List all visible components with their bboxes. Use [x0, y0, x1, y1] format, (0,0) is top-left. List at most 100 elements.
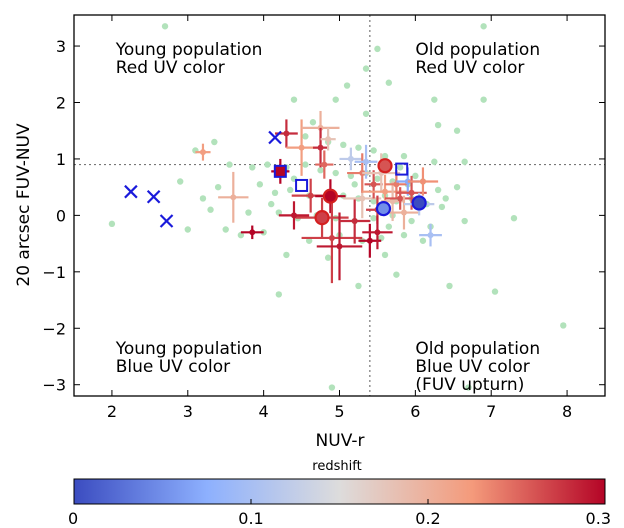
- plot-area: [74, 15, 605, 396]
- errorbar-center: [419, 178, 426, 185]
- errorbar-center: [400, 209, 407, 216]
- square-marker: [295, 178, 309, 192]
- errorbar-point: [240, 225, 264, 240]
- background-point: [374, 45, 381, 53]
- errorbar-point: [364, 170, 383, 199]
- errorbar-center: [230, 194, 237, 201]
- background-point: [108, 220, 116, 228]
- background-point: [332, 96, 339, 103]
- background-point: [355, 144, 362, 151]
- errorbar-point: [320, 127, 336, 151]
- quadrant-label: Young population Red UV color: [115, 40, 263, 78]
- errorbar-point: [339, 147, 363, 171]
- quadrant-label-line: Young population: [115, 339, 263, 359]
- colorbar: [73, 478, 606, 505]
- errorbar-point: [419, 223, 442, 247]
- quadrant-label: Old population Red UV color: [415, 40, 540, 78]
- background-point: [290, 96, 298, 103]
- circle-marker: [322, 188, 338, 204]
- errorbar-center: [325, 136, 332, 143]
- errorbar-center: [199, 149, 206, 156]
- y-tick-label: −1: [42, 263, 66, 282]
- y-tick-label: 1: [56, 150, 66, 169]
- errorbar-center: [290, 212, 297, 219]
- background-point: [271, 189, 279, 196]
- quadrant-label-line: Young population: [115, 40, 263, 60]
- background-point: [226, 161, 233, 168]
- background-point: [370, 215, 377, 222]
- background-point: [237, 231, 245, 239]
- colorbar-tick-label: 0.2: [415, 509, 440, 528]
- y-tick-label: −2: [42, 319, 66, 338]
- quadrant-label-line: Old population: [415, 40, 540, 60]
- colorbar-tick-label: 0: [68, 509, 78, 528]
- background-point: [465, 384, 472, 391]
- background-point: [370, 198, 377, 205]
- background-point: [161, 23, 169, 30]
- quadrant-label-line: Blue UV color: [116, 357, 230, 377]
- errorbar-center: [307, 192, 314, 199]
- quadrant-label-line: (FUV upturn): [415, 375, 524, 395]
- colorbar-tick-label: 0.1: [238, 509, 263, 528]
- quadrant-label-line: Red UV color: [116, 58, 225, 78]
- x-tick-label: 4: [259, 402, 269, 421]
- x-marker-stroke: [124, 184, 138, 199]
- errorbar-center: [298, 144, 305, 151]
- errorbar-center: [374, 229, 381, 236]
- errorbar-point: [316, 212, 363, 281]
- background-point: [362, 65, 370, 72]
- errorbar-center: [321, 161, 328, 168]
- colorbar-ticks: 0 0.1 0.2 0.3: [68, 499, 611, 528]
- background-point: [393, 271, 400, 278]
- background-point: [560, 322, 567, 329]
- background-point: [461, 217, 468, 225]
- x-marker-stroke: [159, 214, 174, 228]
- background-point: [245, 209, 252, 216]
- background-point: [510, 215, 518, 222]
- background-point: [381, 152, 389, 160]
- errorbar-point: [407, 167, 439, 196]
- background-point: [491, 288, 499, 295]
- errorbar-point: [385, 187, 416, 210]
- x-tick-label: 7: [486, 402, 496, 421]
- y-tick-label: −3: [42, 376, 66, 395]
- background-point: [222, 226, 229, 233]
- x-marker: [146, 189, 161, 204]
- x-tick-label: 8: [562, 402, 572, 421]
- errorbar-point: [218, 171, 249, 223]
- x-tick-label: 5: [334, 402, 344, 421]
- errorbar-center: [363, 158, 370, 165]
- quadrant-label-line: Blue UV color: [415, 357, 529, 377]
- errorbar-point: [195, 143, 211, 161]
- background-point: [385, 223, 393, 230]
- x-marker-stroke: [146, 189, 161, 204]
- background-point: [431, 158, 438, 165]
- quadrant-label: Old population Blue UV color (FUV upturn): [415, 339, 540, 395]
- background-point: [256, 181, 264, 188]
- background-point: [184, 226, 191, 233]
- background-point: [324, 254, 332, 261]
- background-point: [438, 203, 446, 211]
- errorbar-center: [347, 155, 354, 162]
- background-point: [434, 186, 442, 194]
- errorbar-point: [388, 195, 420, 230]
- errorbar-center: [317, 144, 324, 151]
- quadrant-label-line: Red UV color: [415, 58, 524, 78]
- background-point: [480, 96, 487, 103]
- square-marker: [273, 164, 287, 178]
- errorbar-point: [312, 127, 329, 168]
- x-marker: [124, 184, 138, 199]
- background-point: [355, 282, 362, 290]
- background-point: [317, 167, 324, 174]
- background-point: [453, 183, 461, 191]
- errorbar-center: [283, 130, 290, 137]
- errorbar-center: [328, 234, 335, 241]
- errorbar-center: [393, 181, 400, 188]
- errorbar-center: [397, 195, 404, 202]
- errorbar-center: [427, 232, 434, 239]
- errorbar-center: [249, 229, 256, 236]
- background-point: [207, 206, 214, 213]
- circle-marker: [314, 210, 330, 226]
- background-point: [381, 251, 389, 259]
